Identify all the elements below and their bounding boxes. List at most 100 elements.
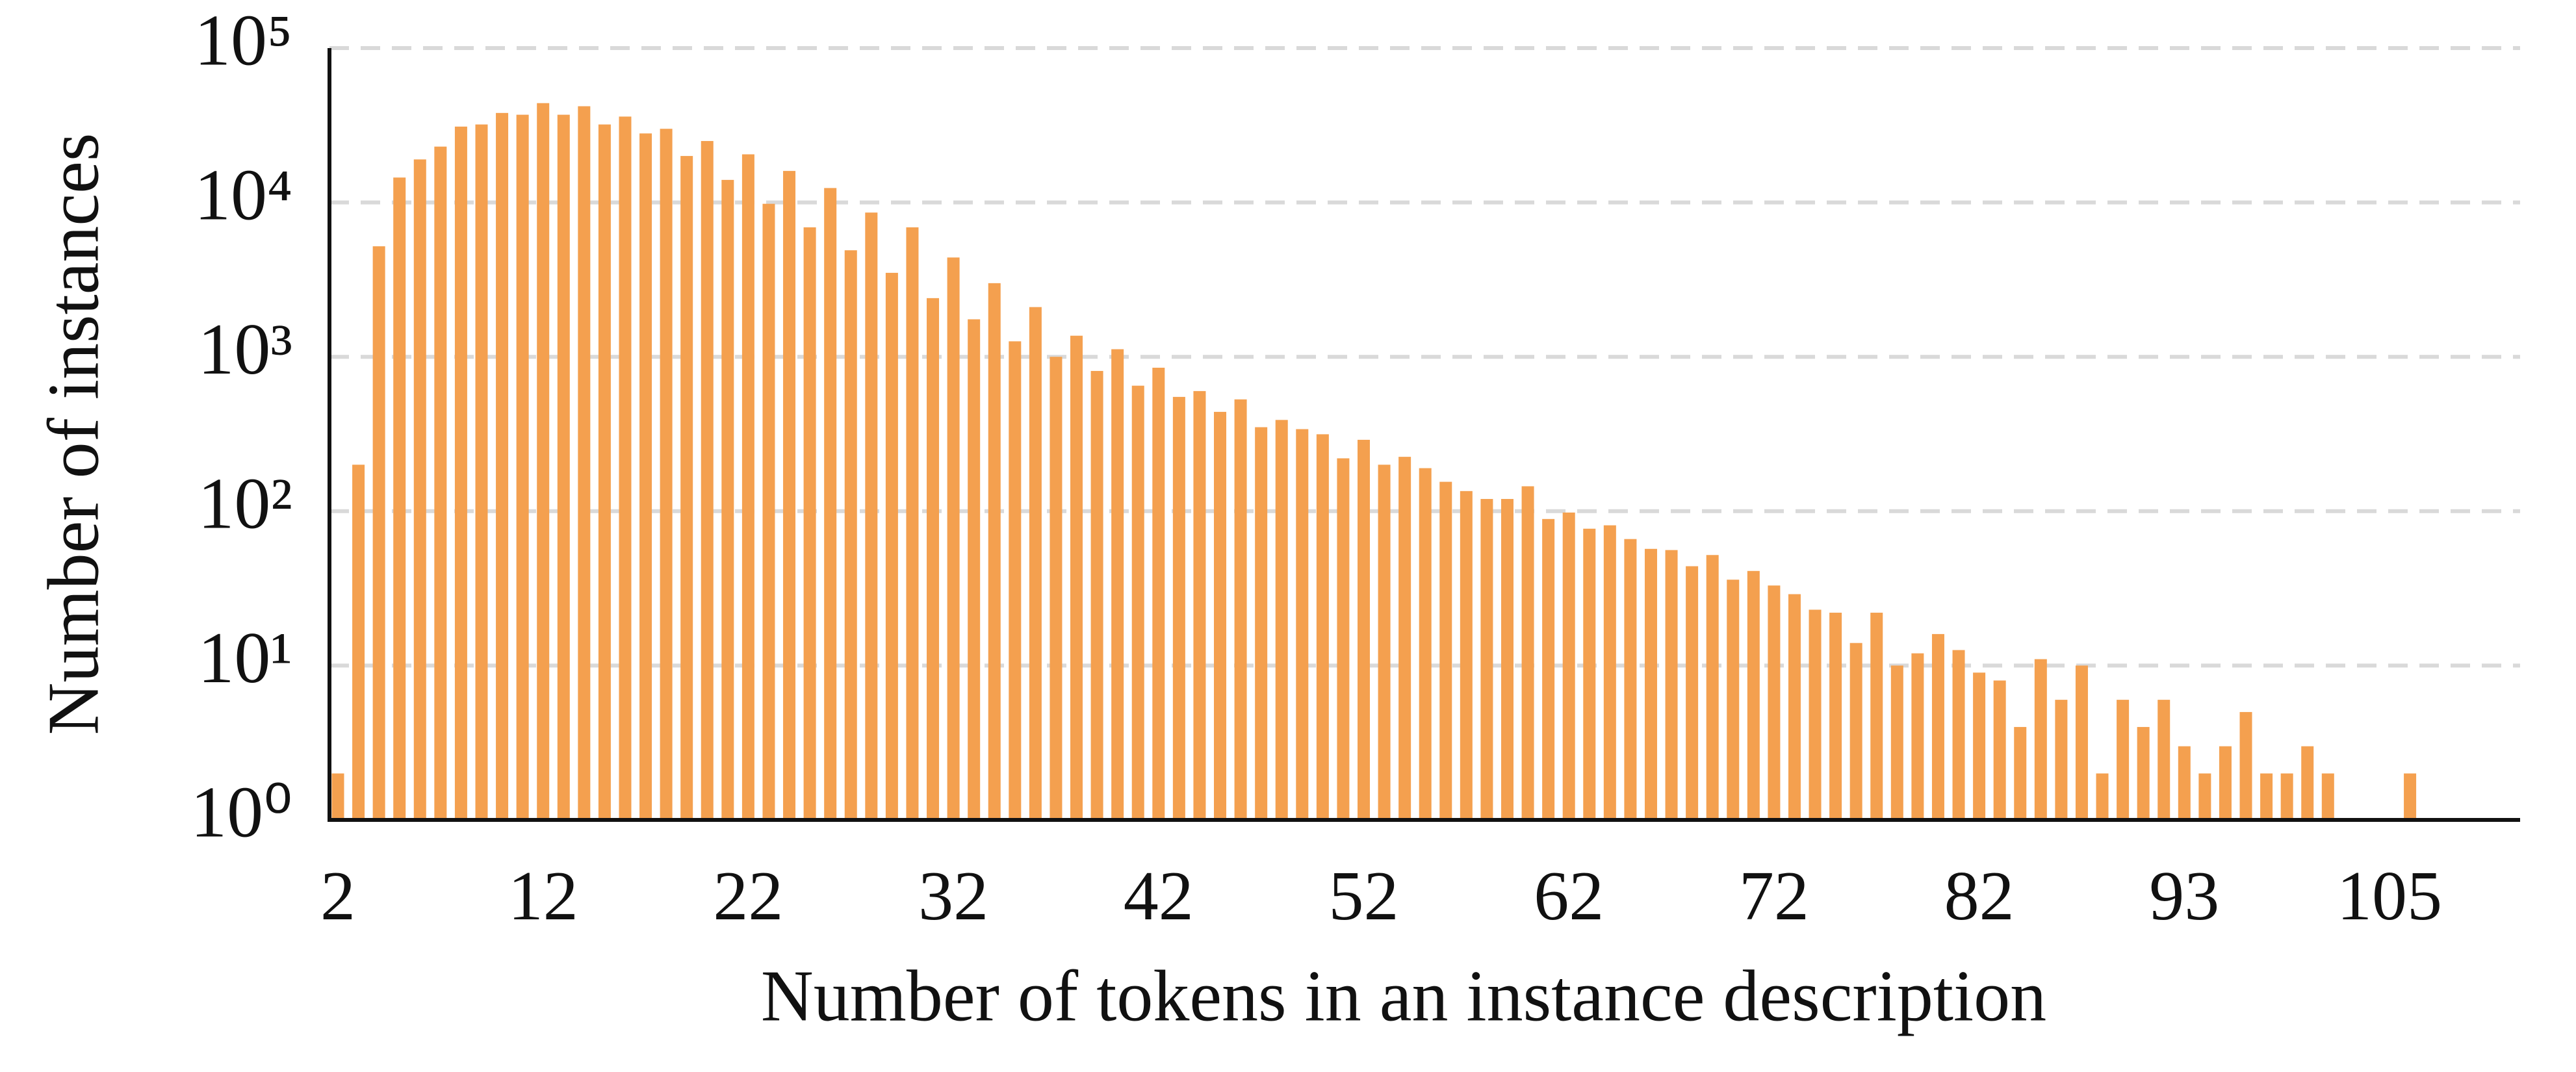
x-axis-label: Number of tokens in an instance descript… [761, 956, 2046, 1037]
y-tick-label: 10¹ [198, 618, 292, 698]
bar [1275, 420, 1288, 820]
bar [496, 112, 509, 821]
bar [2075, 665, 2088, 820]
bar [2178, 746, 2191, 820]
bar [1296, 429, 1309, 820]
y-tick-label: 10² [198, 464, 292, 544]
bar [865, 212, 878, 820]
bar [331, 773, 344, 820]
bar [1686, 566, 1699, 820]
bar [516, 114, 529, 821]
bar [741, 154, 754, 820]
bar [1152, 367, 1165, 820]
bar [1788, 594, 1801, 820]
bar [968, 319, 981, 820]
bar [2157, 700, 2170, 820]
bar [1603, 525, 1616, 820]
bar [1624, 539, 1637, 820]
bar [1439, 481, 1452, 820]
y-tick-label: 10⁴ [194, 155, 292, 235]
bar [660, 129, 673, 821]
bar [1911, 653, 1924, 820]
bar [1050, 357, 1063, 820]
bar [1090, 370, 1103, 820]
x-tick-label: 42 [1124, 858, 1194, 935]
bar [434, 146, 447, 821]
bar [1172, 396, 1185, 820]
bar [1316, 434, 1329, 820]
bar [1480, 498, 1493, 820]
bar [454, 126, 467, 821]
bar [2096, 773, 2109, 820]
bar [2260, 773, 2273, 820]
bar [2219, 746, 2232, 820]
bar [2055, 700, 2068, 820]
bar [1952, 650, 1965, 820]
bar [1644, 548, 1657, 820]
bar [885, 272, 898, 820]
bar [578, 106, 591, 820]
bar [1849, 643, 1862, 820]
x-tick-label: 72 [1739, 858, 1809, 935]
bar [1193, 390, 1206, 820]
bar [721, 179, 734, 820]
bar [1768, 585, 1781, 820]
bar [557, 114, 570, 821]
bar [639, 133, 652, 821]
bar [988, 283, 1001, 820]
bar [2034, 659, 2047, 820]
x-tick-label: 32 [918, 858, 988, 935]
bar [1070, 335, 1083, 820]
bar [2198, 773, 2211, 820]
bar [1890, 665, 1903, 820]
bar [598, 124, 611, 820]
bar [1029, 307, 1042, 820]
bar [2137, 726, 2150, 820]
bar [762, 203, 775, 820]
bar [1501, 498, 1513, 820]
bar [1973, 672, 1986, 820]
bar [393, 177, 406, 820]
bar [1378, 465, 1391, 820]
bar [2321, 773, 2334, 820]
bar [906, 227, 919, 820]
bar [352, 465, 365, 820]
bar [803, 227, 816, 820]
bar [1358, 439, 1370, 820]
bar [1398, 457, 1411, 820]
bar [1255, 427, 1268, 820]
bar [1727, 580, 1740, 820]
x-tick-label: 93 [2149, 858, 2219, 935]
x-tick-label: 62 [1534, 858, 1604, 935]
bar [1131, 385, 1144, 820]
bar [2014, 726, 2027, 820]
y-tick-label: 10⁵ [194, 1, 292, 81]
bar [1214, 411, 1227, 820]
bar [783, 171, 796, 821]
bar [1870, 613, 1883, 820]
bar [537, 103, 550, 821]
bar [844, 250, 857, 820]
x-tick-label: 2 [320, 858, 355, 935]
bar [927, 298, 940, 820]
bar [475, 124, 488, 820]
bar [2301, 746, 2314, 820]
bar [1809, 609, 1822, 820]
x-tick-label: 22 [713, 858, 783, 935]
bar [1665, 550, 1678, 820]
bar [1993, 680, 2006, 820]
bar [1460, 491, 1473, 820]
bar [1931, 633, 1944, 820]
bar [2404, 773, 2417, 820]
bar [1747, 570, 1760, 820]
x-tick-label: 52 [1329, 858, 1399, 935]
bar [1706, 555, 1719, 820]
bar [1562, 512, 1575, 820]
bar [1111, 349, 1124, 820]
bar [1829, 613, 1842, 820]
bar [1583, 528, 1596, 820]
bar [680, 156, 693, 821]
bar [2239, 711, 2252, 820]
